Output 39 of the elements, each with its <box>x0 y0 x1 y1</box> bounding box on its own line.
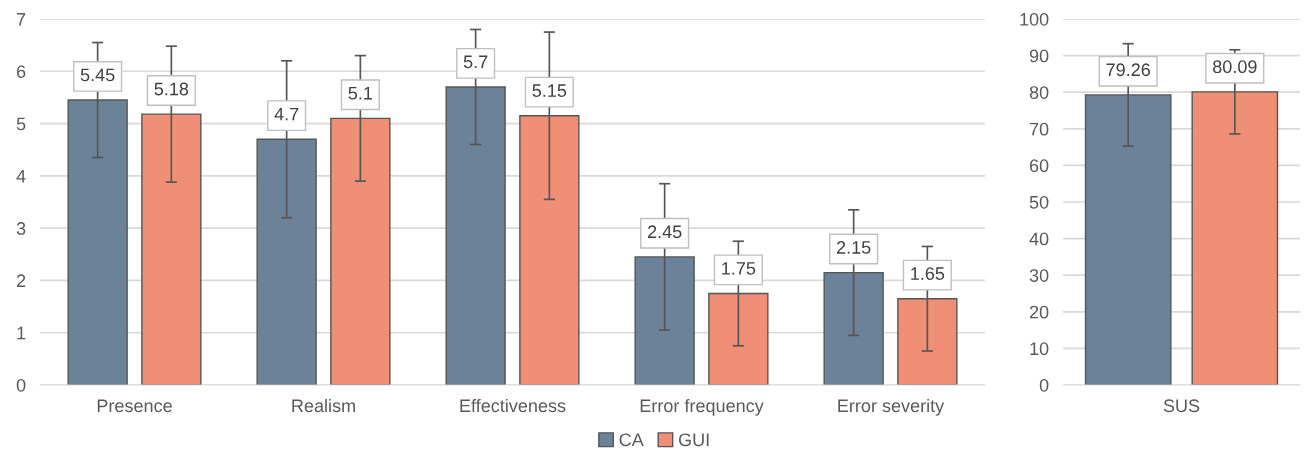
data-label: 79.26 <box>1106 63 1150 77</box>
y-tick-label: 100 <box>1020 12 1049 26</box>
y-tick-label: 2 <box>16 274 26 287</box>
x-tick-label: Error frequency <box>640 398 764 416</box>
y-tick-label: 0 <box>16 378 26 392</box>
data-label: 2.15 <box>836 241 871 254</box>
y-tick-label: 1 <box>17 326 26 340</box>
y-tick-label: 4 <box>16 169 26 183</box>
y-tick-label: 60 <box>1029 159 1049 173</box>
data-label: 1.65 <box>911 267 945 280</box>
y-tick-label: 7 <box>17 13 26 26</box>
x-tick-label: Effectiveness <box>460 398 566 413</box>
y-tick-label: 30 <box>1029 269 1049 282</box>
y-tick-label: 10 <box>1030 342 1049 356</box>
data-label: 5.7 <box>463 55 488 69</box>
data-label: 2.45 <box>647 225 682 239</box>
x-tick-label: SUS <box>1163 399 1200 413</box>
data-label: 5.18 <box>154 82 189 96</box>
y-tick-label: 80 <box>1029 86 1049 99</box>
y-tick-label: 6 <box>16 65 26 79</box>
y-tick-label: 0 <box>1039 378 1049 392</box>
y-tick-label: 40 <box>1029 232 1049 246</box>
x-tick-label: Error severity <box>838 398 945 416</box>
data-label: 5.1 <box>348 86 373 100</box>
y-tick-label: 50 <box>1029 195 1049 209</box>
x-tick-label: Realism <box>292 398 355 413</box>
legend-label: CA <box>619 433 644 447</box>
data-label: 80.09 <box>1213 60 1257 74</box>
data-label: 4.7 <box>274 107 299 121</box>
data-label: 5.15 <box>532 84 567 97</box>
legend-label: GUI <box>678 433 709 447</box>
y-tick-label: 20 <box>1029 305 1049 319</box>
y-tick-label: 90 <box>1029 49 1049 63</box>
x-tick-label: Presence <box>97 399 172 413</box>
y-tick-label: 5 <box>16 117 26 131</box>
data-label: 5.45 <box>80 68 115 82</box>
y-tick-label: 3 <box>16 222 26 235</box>
y-tick-label: 70 <box>1029 122 1049 136</box>
data-label: 1.75 <box>722 262 756 275</box>
